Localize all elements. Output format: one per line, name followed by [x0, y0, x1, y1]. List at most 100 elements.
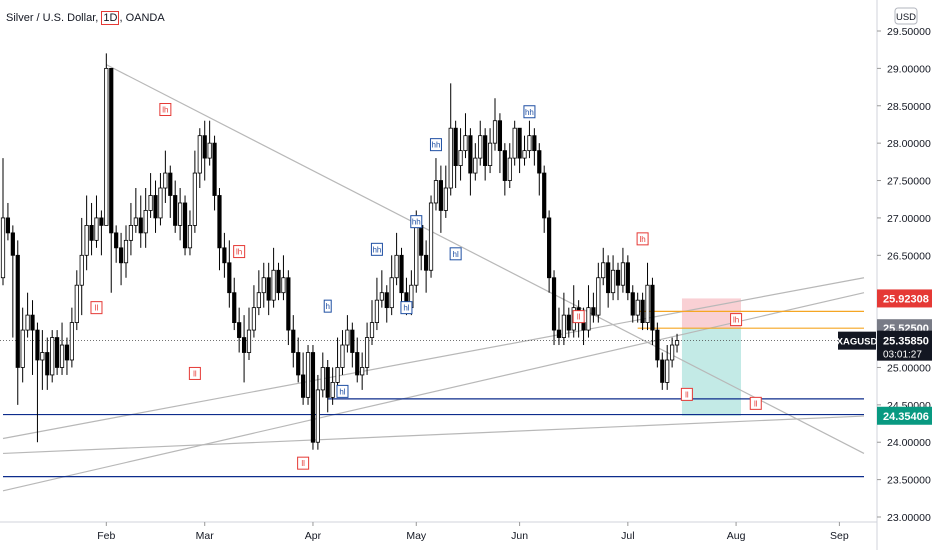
candle[interactable] [291, 315, 296, 368]
candle[interactable] [320, 352, 325, 398]
candle[interactable] [487, 128, 493, 174]
candle[interactable] [625, 255, 630, 301]
candle[interactable] [670, 337, 675, 368]
candle[interactable] [118, 232, 124, 286]
candle[interactable] [532, 128, 537, 166]
candle[interactable] [143, 188, 148, 248]
candle[interactable] [374, 277, 380, 331]
candle[interactable] [438, 165, 443, 233]
candle[interactable] [10, 225, 15, 338]
candle[interactable] [512, 120, 517, 166]
candle[interactable] [660, 352, 665, 390]
candle[interactable] [517, 127, 522, 174]
timeframe-badge[interactable]: 1D [101, 11, 120, 25]
candle[interactable] [89, 202, 94, 256]
candle[interactable] [497, 113, 503, 174]
candle[interactable] [0, 158, 6, 286]
candle[interactable] [305, 345, 311, 405]
candle[interactable] [556, 307, 562, 346]
candle[interactable] [542, 165, 547, 233]
candle[interactable] [55, 330, 60, 375]
candle[interactable] [301, 352, 306, 405]
candle[interactable] [217, 188, 222, 271]
candle[interactable] [640, 292, 645, 331]
candle[interactable] [296, 337, 301, 383]
candle[interactable] [674, 333, 680, 353]
candle[interactable] [15, 240, 20, 405]
candle[interactable] [394, 232, 399, 286]
last-price-tag-bg[interactable] [877, 330, 932, 361]
candle[interactable] [241, 315, 247, 383]
candle[interactable] [522, 135, 527, 166]
candle[interactable] [428, 195, 434, 278]
candle[interactable] [74, 270, 79, 331]
stop-price-tag-bg[interactable] [877, 289, 932, 308]
candle[interactable] [635, 292, 640, 323]
candle[interactable] [20, 307, 25, 383]
candle[interactable] [261, 262, 266, 308]
candle[interactable] [310, 345, 316, 450]
currency-badge[interactable] [894, 7, 918, 25]
candle[interactable] [25, 292, 30, 338]
candle[interactable] [207, 120, 212, 166]
candle[interactable] [601, 247, 606, 286]
candle[interactable] [271, 247, 276, 308]
take-profit-zone[interactable] [681, 328, 741, 416]
target-price-tag-bg[interactable] [877, 406, 932, 425]
candle[interactable] [448, 83, 453, 196]
candle[interactable] [138, 195, 143, 248]
candle[interactable] [69, 307, 74, 368]
candle[interactable] [64, 337, 70, 375]
candle[interactable] [227, 240, 232, 308]
candle[interactable] [586, 285, 591, 338]
candle[interactable] [507, 143, 512, 189]
candle[interactable] [79, 217, 84, 316]
candle[interactable] [281, 255, 286, 301]
candle[interactable] [202, 120, 207, 181]
candle[interactable] [537, 143, 542, 196]
candle[interactable] [104, 53, 109, 226]
candle[interactable] [192, 150, 197, 233]
candle[interactable] [350, 322, 355, 368]
candle[interactable] [197, 128, 202, 189]
candle[interactable] [473, 143, 478, 181]
candle[interactable] [615, 262, 621, 301]
candle[interactable] [591, 292, 596, 323]
candle[interactable] [364, 322, 370, 375]
candle[interactable] [561, 292, 566, 346]
candle[interactable] [424, 240, 429, 293]
candle[interactable] [655, 322, 660, 368]
candle[interactable] [551, 270, 557, 346]
candle[interactable] [596, 262, 601, 323]
candle[interactable] [463, 113, 468, 159]
candle[interactable] [443, 165, 448, 218]
candle[interactable] [40, 330, 45, 390]
candle[interactable] [478, 120, 483, 166]
candle[interactable] [109, 67, 114, 293]
candle[interactable] [325, 359, 330, 413]
candle[interactable] [566, 307, 571, 338]
candle[interactable] [399, 247, 404, 308]
candle[interactable] [182, 195, 188, 256]
candle[interactable] [483, 128, 488, 181]
candle[interactable] [123, 225, 129, 278]
candle[interactable] [527, 120, 532, 159]
candle[interactable] [256, 270, 261, 316]
candle[interactable] [128, 202, 134, 256]
candle[interactable] [99, 210, 104, 256]
candle[interactable] [251, 285, 257, 338]
trendline-1[interactable] [2, 277, 865, 440]
candle[interactable] [630, 285, 635, 323]
candle[interactable] [384, 285, 389, 323]
candle[interactable] [168, 165, 173, 218]
candle[interactable] [315, 374, 320, 450]
candle[interactable] [610, 255, 616, 301]
candle[interactable] [114, 225, 119, 263]
candle[interactable] [468, 128, 473, 196]
candle[interactable] [94, 195, 99, 248]
candle[interactable] [45, 337, 50, 390]
candle[interactable] [340, 330, 345, 375]
candle[interactable] [547, 210, 552, 293]
candle[interactable] [30, 300, 35, 375]
